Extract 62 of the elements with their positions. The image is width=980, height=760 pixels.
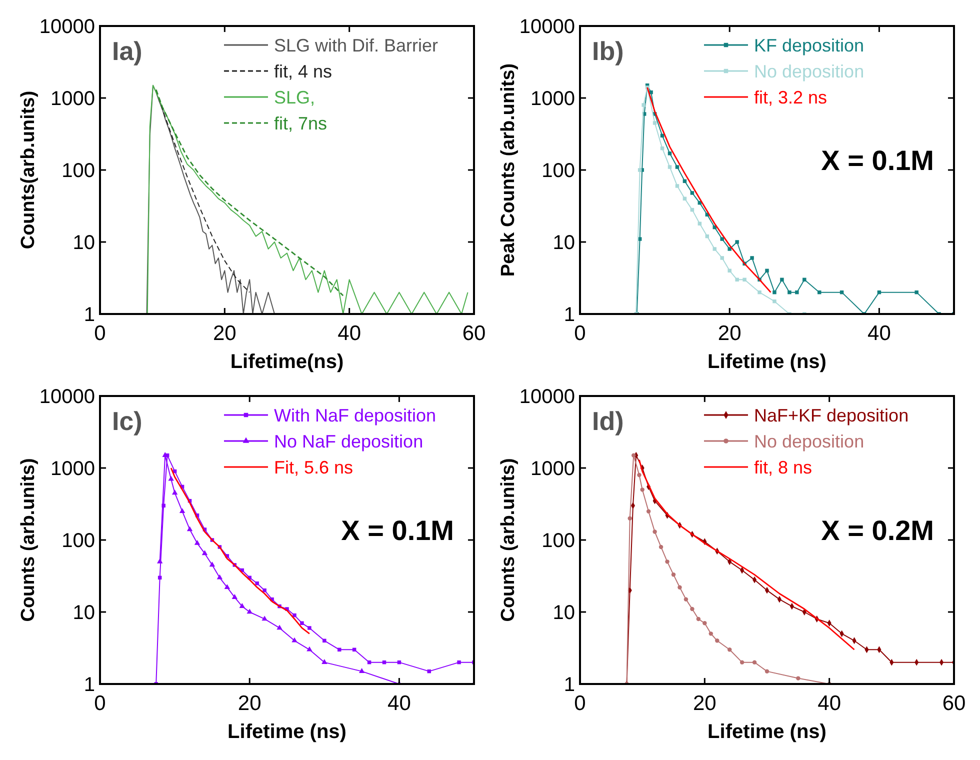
y-tick-label: 10 — [552, 602, 575, 624]
legend-label: fit, 7ns — [274, 113, 328, 134]
x-tick-label: 60 — [942, 692, 966, 715]
y-axis-title: Peak Counts (arb.units) — [498, 63, 519, 277]
y-tick-label: 100 — [62, 530, 95, 552]
annotation: X = 0.2M — [821, 515, 934, 546]
y-tick-label: 10000 — [519, 386, 575, 408]
x-tick-label: 0 — [94, 692, 106, 715]
legend-label: Fit, 5.6 ns — [274, 457, 354, 478]
y-tick-label: 10000 — [39, 16, 95, 38]
annotation: Ia) — [112, 36, 142, 66]
annotation: Id) — [592, 406, 624, 436]
legend-label: SLG, — [274, 87, 316, 108]
legend-label: KF deposition — [754, 35, 864, 56]
y-tick-label: 10000 — [519, 16, 575, 38]
y-axis-title: Counts(arb.units) — [18, 90, 39, 250]
x-tick-label: 40 — [868, 322, 891, 345]
legend-label: NaF+KF deposition — [754, 405, 909, 426]
legend-label: With NaF deposition — [274, 405, 436, 426]
y-tick-label: 1000 — [530, 458, 575, 480]
y-tick-label: 100 — [542, 160, 575, 182]
x-axis-title: Lifetime (ns) — [708, 351, 826, 373]
y-tick-label: 10 — [72, 232, 95, 254]
y-tick-label: 10 — [72, 602, 95, 624]
legend-label: No NaF deposition — [274, 431, 424, 452]
y-tick-label: 10 — [552, 232, 575, 254]
y-tick-label: 100 — [542, 530, 575, 552]
y-tick-label: 1 — [84, 674, 95, 696]
x-tick-label: 20 — [692, 692, 716, 715]
annotation: Ic) — [112, 406, 142, 436]
annotation: X = 0.1M — [821, 145, 934, 176]
legend-label: fit, 8 ns — [754, 457, 812, 478]
y-tick-label: 1 — [564, 674, 575, 696]
y-tick-label: 1000 — [50, 88, 95, 110]
legend-label: fit, 3.2 ns — [754, 87, 828, 108]
x-tick-label: 0 — [574, 692, 586, 715]
x-tick-label: 0 — [574, 322, 586, 345]
x-tick-label: 40 — [818, 692, 842, 715]
x-tick-label: 20 — [718, 322, 742, 345]
x-tick-label: 60 — [462, 322, 486, 345]
x-tick-label: 20 — [212, 322, 236, 345]
y-tick-label: 1000 — [530, 88, 575, 110]
y-axis-title: Counts (arb.units) — [498, 458, 519, 622]
legend-label: fit, 4 ns — [274, 61, 332, 82]
x-tick-label: 20 — [238, 692, 262, 715]
x-tick-label: 40 — [338, 322, 362, 345]
annotation: Ib) — [592, 36, 624, 66]
y-tick-label: 1000 — [50, 458, 95, 480]
x-axis-title: Lifetime(ns) — [230, 351, 344, 373]
x-axis-title: Lifetime (ns) — [708, 721, 826, 743]
legend-label: SLG with Dif. Barrier — [274, 35, 438, 56]
y-tick-label: 10000 — [39, 386, 95, 408]
x-tick-label: 0 — [94, 322, 106, 345]
annotation: X = 0.1M — [341, 515, 454, 546]
y-tick-label: 1 — [564, 304, 575, 326]
x-axis-title: Lifetime (ns) — [228, 721, 346, 743]
y-tick-label: 100 — [62, 160, 95, 182]
x-tick-label: 40 — [388, 692, 411, 715]
legend-label: No deposition — [754, 61, 864, 82]
y-tick-label: 1 — [84, 304, 95, 326]
legend-label: No deposition — [754, 431, 864, 452]
y-axis-title: Counts (arb.units) — [18, 458, 39, 622]
